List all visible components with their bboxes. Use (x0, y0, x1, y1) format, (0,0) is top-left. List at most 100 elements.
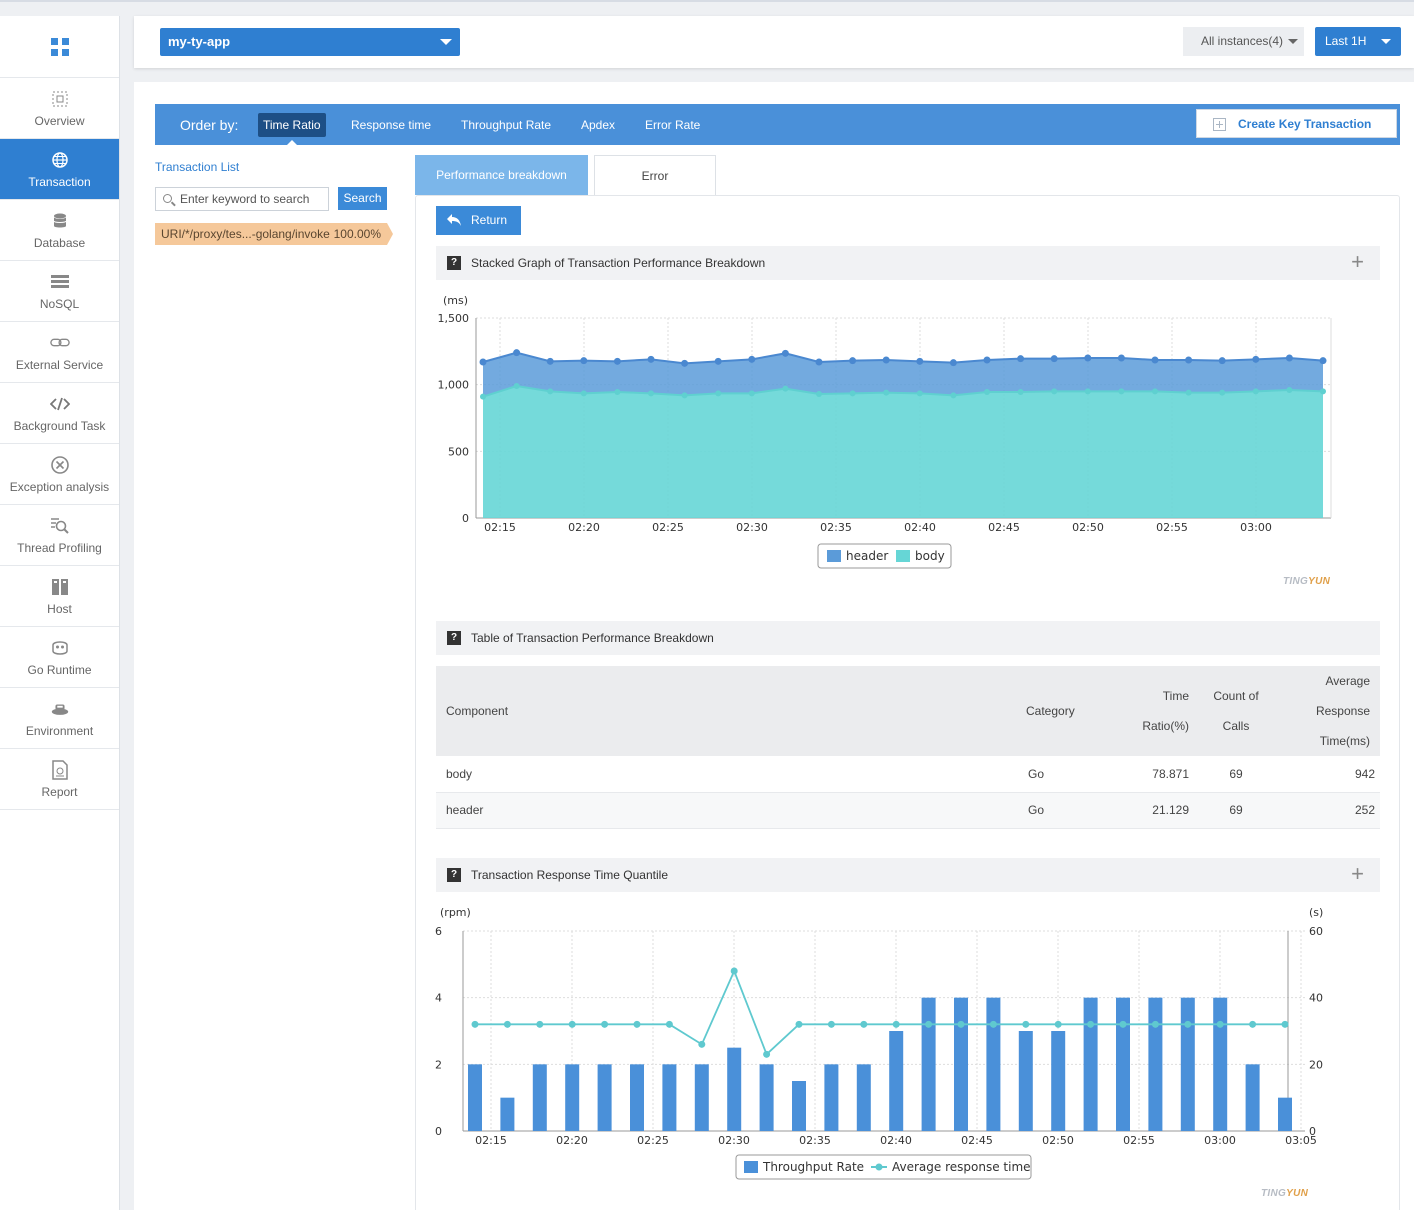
data-point-header (849, 357, 857, 365)
sidebar-item-environment[interactable]: Environment (0, 688, 119, 749)
sidebar-item-label: Host (47, 601, 72, 616)
left-tick-label: 4 (435, 992, 442, 1005)
data-point-body (950, 392, 957, 399)
x-tick-label: 02:20 (568, 521, 600, 534)
legend-label-response-time: Average response time (892, 1160, 1031, 1174)
app-selector[interactable]: my-ty-app (160, 28, 460, 56)
sidebar-item-label: Report (41, 784, 78, 799)
return-arrow-icon (447, 214, 461, 226)
instance-selector[interactable]: All instances(4) (1183, 27, 1304, 56)
create-key-transaction-button[interactable]: Create Key Transaction (1196, 109, 1397, 138)
return-button[interactable]: Return (436, 206, 521, 235)
data-point-body (547, 388, 554, 395)
sidebar-item-go-runtime[interactable]: Go Runtime (0, 627, 119, 688)
search-button[interactable]: Search (338, 187, 387, 210)
help-icon[interactable]: ? (447, 868, 461, 882)
data-point-header (1050, 355, 1058, 363)
data-point-response-time (763, 1050, 771, 1058)
cell-component: header (436, 792, 1026, 829)
bar-throughput (1278, 1097, 1292, 1131)
sidebar-item-exception-analysis[interactable]: Exception analysis (0, 444, 119, 505)
grid-icon (50, 37, 69, 56)
data-point-header (1017, 355, 1025, 363)
x-tick-label: 02:35 (799, 1134, 831, 1147)
transaction-percent: 100.00% (333, 227, 381, 241)
data-point-response-time (633, 1020, 641, 1028)
data-point-response-time (795, 1020, 803, 1028)
data-point-body (648, 390, 654, 397)
col-component[interactable]: Component (446, 704, 509, 718)
order-option-error-rate[interactable]: Error Rate (645, 118, 701, 132)
right-tick-label: 0 (1309, 1125, 1316, 1138)
sidebar-item-overview[interactable]: Overview (0, 78, 119, 139)
data-point-body (1219, 389, 1226, 396)
x-tick-label: 02:50 (1042, 1134, 1074, 1147)
quantile-title: Transaction Response Time Quantile (471, 868, 668, 882)
col-category[interactable]: Category (1026, 704, 1075, 718)
bar-throughput (1245, 1064, 1260, 1131)
sidebar-item-nosql[interactable]: NoSQL (0, 261, 119, 322)
stacked-graph-header: ? Stacked Graph of Transaction Performan… (436, 246, 1380, 280)
data-point-header (882, 356, 890, 364)
col-count-of-calls[interactable]: Count of Calls (1213, 689, 1259, 733)
chart-legend: Throughput Rate Average response time (735, 1154, 1032, 1180)
stacked-area-chart: (ms) 0 500 1,000 1,500 02:15 02:20 02:25 02:30 02… (438, 294, 1332, 569)
order-option-apdex[interactable]: Apdex (581, 118, 616, 132)
data-point-header (513, 349, 521, 357)
data-point-response-time (860, 1020, 868, 1028)
data-point-response-time (665, 1020, 673, 1028)
right-tick-label: 40 (1309, 992, 1323, 1005)
time-range-selector[interactable]: Last 1H (1315, 27, 1401, 56)
y-tick-label: 0 (462, 512, 469, 525)
help-icon[interactable]: ? (447, 256, 461, 270)
sidebar-item-host[interactable]: Host (0, 566, 119, 627)
sidebar-item-report[interactable]: Report (0, 749, 119, 810)
order-by-label: Order by: (180, 117, 239, 133)
x-tick-label: 02:30 (718, 1134, 750, 1147)
y-tick-label: 1,000 (438, 379, 470, 392)
tab-performance-breakdown[interactable]: Performance breakdown (415, 155, 588, 195)
order-option-throughput-rate[interactable]: Throughput Rate (461, 118, 552, 132)
data-point-body (1084, 388, 1091, 395)
sidebar-item-thread-profiling[interactable]: Thread Profiling (0, 505, 119, 566)
data-point-response-time (471, 1020, 479, 1028)
search-input[interactable]: Enter keyword to search (155, 187, 329, 211)
table-row: header Go 21.129 69 252 (436, 792, 1380, 829)
tab-error[interactable]: Error (594, 155, 716, 195)
data-point-body (1252, 388, 1259, 395)
bar-throughput (727, 1047, 742, 1131)
y-tick-label: 1,500 (438, 312, 470, 325)
y-axis-unit: (ms) (443, 294, 468, 307)
expand-icon[interactable]: + (1351, 861, 1364, 886)
sidebar-item-database[interactable]: Database (0, 200, 119, 261)
col-time-ratio[interactable]: Time Ratio(%) (1142, 689, 1189, 733)
transaction-list-item[interactable]: URI/*/proxy/tes...-golang/invoke 100.00% (155, 223, 393, 245)
data-point-body (916, 390, 923, 397)
data-point-body (1152, 388, 1158, 395)
order-option-time-ratio[interactable]: Time Ratio (258, 113, 326, 145)
sidebar-item-background-task[interactable]: Background Task (0, 383, 119, 444)
table-row: body Go 78.871 69 942 (436, 756, 1380, 793)
data-point-body (1017, 389, 1024, 395)
data-point-response-time (1249, 1020, 1257, 1028)
bar-throughput (921, 997, 936, 1131)
data-point-response-time (601, 1020, 609, 1028)
data-point-response-time (1054, 1020, 1062, 1028)
sidebar-item-external-service[interactable]: External Service (0, 322, 119, 383)
data-point-body (748, 390, 755, 397)
help-icon[interactable]: ? (447, 631, 461, 645)
data-point-header (681, 359, 689, 367)
right-axis-unit: (s) (1309, 906, 1323, 919)
sidebar-item-transaction[interactable]: Transaction (0, 139, 119, 200)
sidebar-item-label: Go Runtime (27, 662, 92, 677)
data-point-header (748, 355, 756, 363)
data-point-header (1185, 356, 1193, 364)
quantile-header: ? Transaction Response Time Quantile + (436, 858, 1380, 892)
expand-icon[interactable]: + (1351, 249, 1364, 274)
sidebar-item-label: Background Task (13, 418, 106, 433)
col-average-response-time[interactable]: Average Response Time(ms) (1315, 674, 1370, 748)
app-grid-logo[interactable] (0, 16, 119, 78)
order-option-response-time[interactable]: Response time (351, 118, 432, 132)
data-point-body (1286, 387, 1293, 393)
bar-throughput (954, 997, 968, 1131)
